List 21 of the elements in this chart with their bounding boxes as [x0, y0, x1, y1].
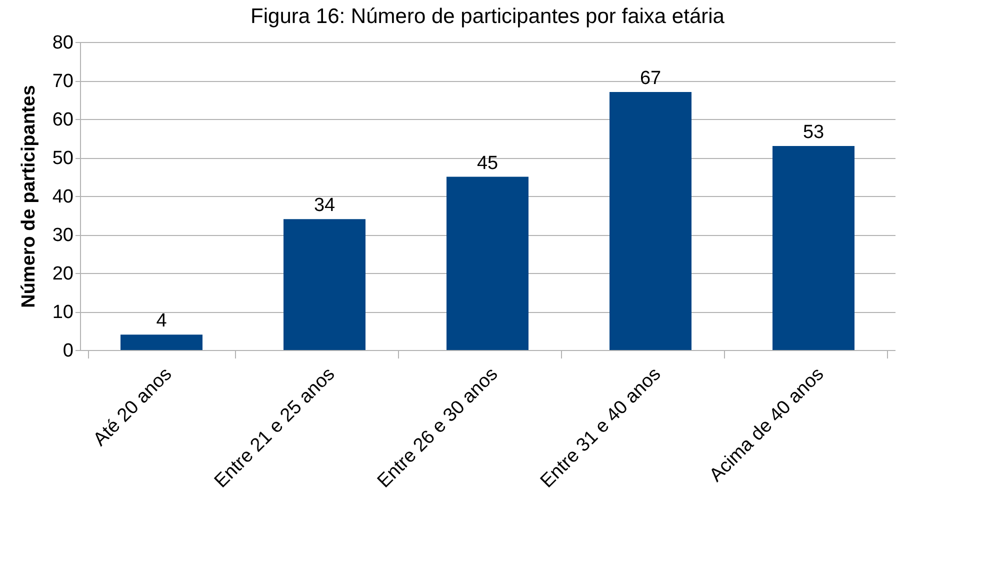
y-tick-label: 80 — [52, 32, 74, 54]
bar — [772, 146, 854, 350]
bar — [120, 334, 202, 350]
y-tick-label: 10 — [52, 302, 74, 323]
y-axis-title: Número de participantes — [18, 85, 40, 308]
data-label: 53 — [802, 122, 824, 143]
data-label: 45 — [476, 152, 498, 174]
chart-title: Figura 16: Número de participantes por faixa etária — [250, 5, 725, 28]
y-tick-label: 60 — [52, 110, 74, 130]
y-tick-label: 0 — [62, 340, 74, 362]
y-tick-label: 20 — [52, 264, 74, 284]
data-label: 4 — [156, 310, 168, 332]
bar — [446, 176, 528, 350]
data-label: 67 — [640, 68, 662, 90]
bar — [284, 219, 366, 350]
y-tick-label: 70 — [52, 71, 74, 92]
y-tick-label: 50 — [52, 148, 74, 169]
y-tick-label: 30 — [52, 225, 74, 246]
data-label: 34 — [314, 195, 336, 216]
y-tick-label: 40 — [52, 186, 74, 208]
bar — [610, 92, 692, 350]
